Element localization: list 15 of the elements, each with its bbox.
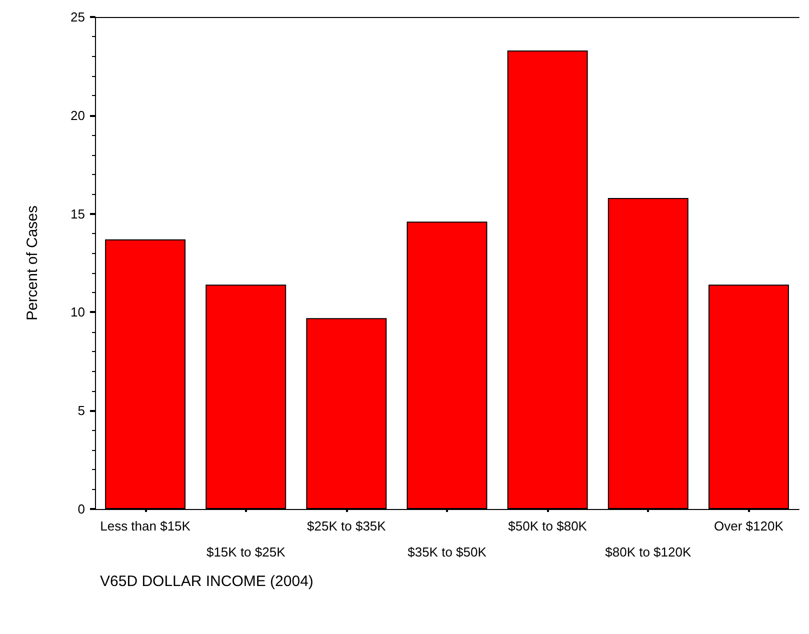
y-tick-label: 15 — [70, 206, 85, 222]
x-tick-label: $25K to $35K — [307, 518, 386, 534]
x-tick-label: Over $120K — [714, 518, 784, 534]
x-axis-title: V65D DOLLAR INCOME (2004) — [100, 573, 314, 590]
y-axis-title: Percent of Cases — [24, 205, 41, 321]
y-tick-label: 5 — [78, 403, 85, 418]
x-tick-label: $35K to $50K — [408, 544, 487, 560]
y-tick-label: 0 — [78, 502, 85, 516]
y-tick-label: 20 — [70, 108, 85, 123]
x-tick-label: $15K to $25K — [206, 544, 286, 560]
y-tick-label: 25 — [70, 10, 85, 24]
x-tick-label: $50K to $80K — [508, 518, 588, 534]
y-tick-label: 10 — [70, 304, 85, 320]
x-tick-label: $80K to $120K — [605, 544, 692, 560]
x-tick-label: Less than $15K — [100, 518, 191, 534]
